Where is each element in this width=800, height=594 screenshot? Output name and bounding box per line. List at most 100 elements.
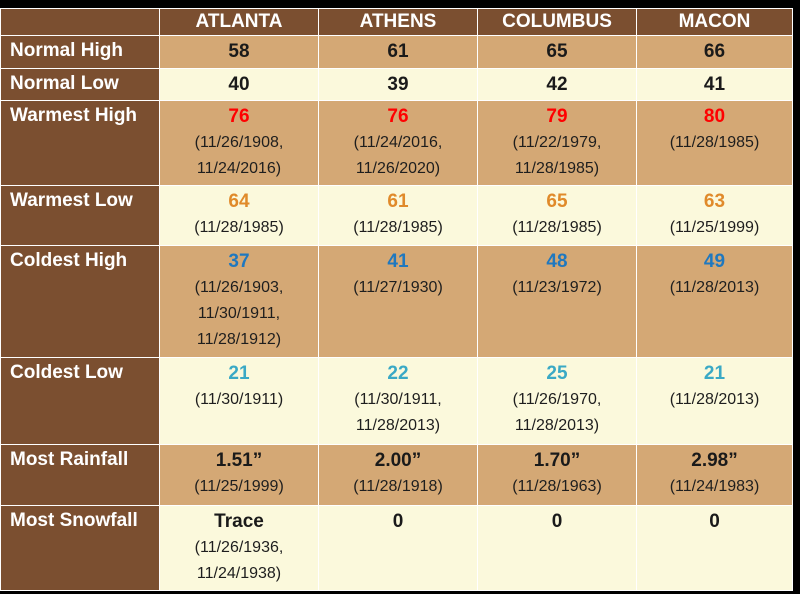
cell-value: 1.51” (215, 450, 263, 471)
cell-value: 41 (387, 251, 409, 272)
cell-value: 22 (387, 363, 409, 384)
table-cell: 76 (11/26/1908, 11/24/2016) (159, 100, 319, 186)
table-row: Normal Low 40 39 42 41 (0, 68, 793, 101)
table-cell: 2.98” (11/24/1983) (636, 444, 793, 506)
table-cell: 61 (318, 35, 478, 69)
table-cell: 0 (636, 505, 793, 591)
table-cell: 80 (11/28/1985) (636, 100, 793, 186)
cell-value: 49 (703, 251, 726, 272)
cell-dates: (11/22/1979, 11/28/1985) (512, 134, 602, 177)
table-cell: 25 (11/26/1970, 11/28/2013) (477, 357, 637, 445)
cell-dates: (11/28/1985) (512, 219, 602, 236)
cell-dates: (11/28/1963) (512, 478, 602, 495)
cell-value: 58 (228, 41, 250, 62)
city-header: MACON (636, 8, 793, 36)
row-label: Most Rainfall (0, 444, 160, 506)
table-cell: 76 (11/24/2016, 11/26/2020) (318, 100, 478, 186)
row-label: Warmest Low (0, 185, 160, 246)
cell-value: 39 (387, 74, 409, 95)
cell-value: 42 (546, 74, 568, 95)
cell-value: 76 (387, 106, 409, 127)
table-cell: 37 (11/26/1903, 11/30/1911, 11/28/1912) (159, 245, 319, 358)
table-cell: 1.70” (11/28/1963) (477, 444, 637, 506)
cell-dates: (11/28/1985) (353, 219, 443, 236)
cell-value: 76 (228, 106, 250, 127)
cell-dates: (11/23/1972) (512, 279, 602, 296)
cell-value: 64 (228, 191, 250, 212)
table-cell: 42 (477, 68, 637, 101)
table-cell: 66 (636, 35, 793, 69)
table-cell: 61 (11/28/1985) (318, 185, 478, 246)
city-header: ATHENS (318, 8, 478, 36)
table-cell: 65 (477, 35, 637, 69)
table-cell: 39 (318, 68, 478, 101)
table-cell: 40 (159, 68, 319, 101)
cell-dates: (11/26/1970, 11/28/2013) (512, 391, 602, 434)
cell-value: 0 (551, 511, 563, 532)
table-row: Most Snowfall Trace (11/26/1936, 11/24/19… (0, 505, 793, 591)
row-label: Most Snowfall (0, 505, 160, 591)
cell-value: 61 (387, 191, 409, 212)
row-label: Coldest High (0, 245, 160, 358)
cell-dates: (11/24/2016, 11/26/2020) (353, 134, 443, 177)
table-cell: 41 (636, 68, 793, 101)
cell-value: 25 (546, 363, 568, 384)
cell-value: 37 (228, 251, 250, 272)
cell-value: 21 (703, 363, 726, 384)
cell-dates: (11/26/1936, 11/24/1938) (194, 539, 284, 582)
cell-dates: (11/26/1908, 11/24/2016) (194, 134, 284, 177)
table-cell: 1.51” (11/25/1999) (159, 444, 319, 506)
corner-cell (0, 8, 160, 36)
city-header: ATLANTA (159, 8, 319, 36)
cell-dates: (11/25/1999) (669, 219, 760, 236)
table-row: Warmest High 76 (11/26/1908, 11/24/2016) … (0, 100, 793, 186)
city-header: COLUMBUS (477, 8, 637, 36)
cell-dates: (11/28/1985) (669, 134, 760, 151)
cell-value: 40 (228, 74, 250, 95)
cell-dates: (11/26/1903, 11/30/1911, 11/28/1912) (194, 279, 284, 348)
cell-value: 1.70” (533, 450, 581, 471)
cell-value: 66 (703, 41, 726, 62)
table-cell: 21 (11/30/1911) (159, 357, 319, 445)
cell-dates: (11/24/1983) (669, 478, 760, 495)
cell-dates: (11/28/2013) (669, 279, 760, 296)
table-row: Coldest High 37 (11/26/1903, 11/30/1911, … (0, 245, 793, 358)
table-cell: 64 (11/28/1985) (159, 185, 319, 246)
table-row: Coldest Low 21 (11/30/1911) 22 (11/30/1911… (0, 357, 793, 445)
row-label: Coldest Low (0, 357, 160, 445)
cell-dates: (11/25/1999) (194, 478, 284, 495)
table-cell: 48 (11/23/1972) (477, 245, 637, 358)
cell-value: 79 (546, 106, 568, 127)
row-label: Normal High (0, 35, 160, 69)
cell-value: 65 (546, 41, 568, 62)
cell-value: 0 (392, 511, 404, 532)
records-table: ATLANTA ATHENS COLUMBUS MACON Normal Hig… (0, 8, 793, 591)
row-label: Normal Low (0, 68, 160, 101)
cell-dates: (11/27/1930) (353, 279, 443, 296)
table-cell: 63 (11/25/1999) (636, 185, 793, 246)
table-cell: Trace (11/26/1936, 11/24/1938) (159, 505, 319, 591)
cell-dates: (11/30/1911) (194, 391, 284, 408)
cell-value: 61 (387, 41, 409, 62)
cell-value: 80 (703, 106, 726, 127)
table-cell: 49 (11/28/2013) (636, 245, 793, 358)
header-row: ATLANTA ATHENS COLUMBUS MACON (0, 8, 793, 36)
table-cell: 0 (318, 505, 478, 591)
cell-value: 0 (709, 511, 720, 532)
table-cell: 0 (477, 505, 637, 591)
table-row: Warmest Low 64 (11/28/1985) 61 (11/28/1985… (0, 185, 793, 246)
cell-dates: (11/30/1911, 11/28/2013) (354, 391, 442, 434)
cell-value: 2.00” (374, 450, 422, 471)
cell-dates: (11/28/1918) (353, 478, 443, 495)
cell-dates: (11/28/1985) (194, 219, 284, 236)
cell-value: Trace (214, 511, 264, 532)
table-cell: 58 (159, 35, 319, 69)
table-cell: 22 (11/30/1911, 11/28/2013) (318, 357, 478, 445)
table-row: Normal High 58 61 65 66 (0, 35, 793, 69)
table-cell: 2.00” (11/28/1918) (318, 444, 478, 506)
cell-value: 41 (703, 74, 726, 95)
cell-value: 2.98” (691, 450, 738, 471)
table-row: Most Rainfall 1.51” (11/25/1999) 2.00” (11… (0, 444, 793, 506)
row-label: Warmest High (0, 100, 160, 186)
cell-value: 21 (228, 363, 250, 384)
